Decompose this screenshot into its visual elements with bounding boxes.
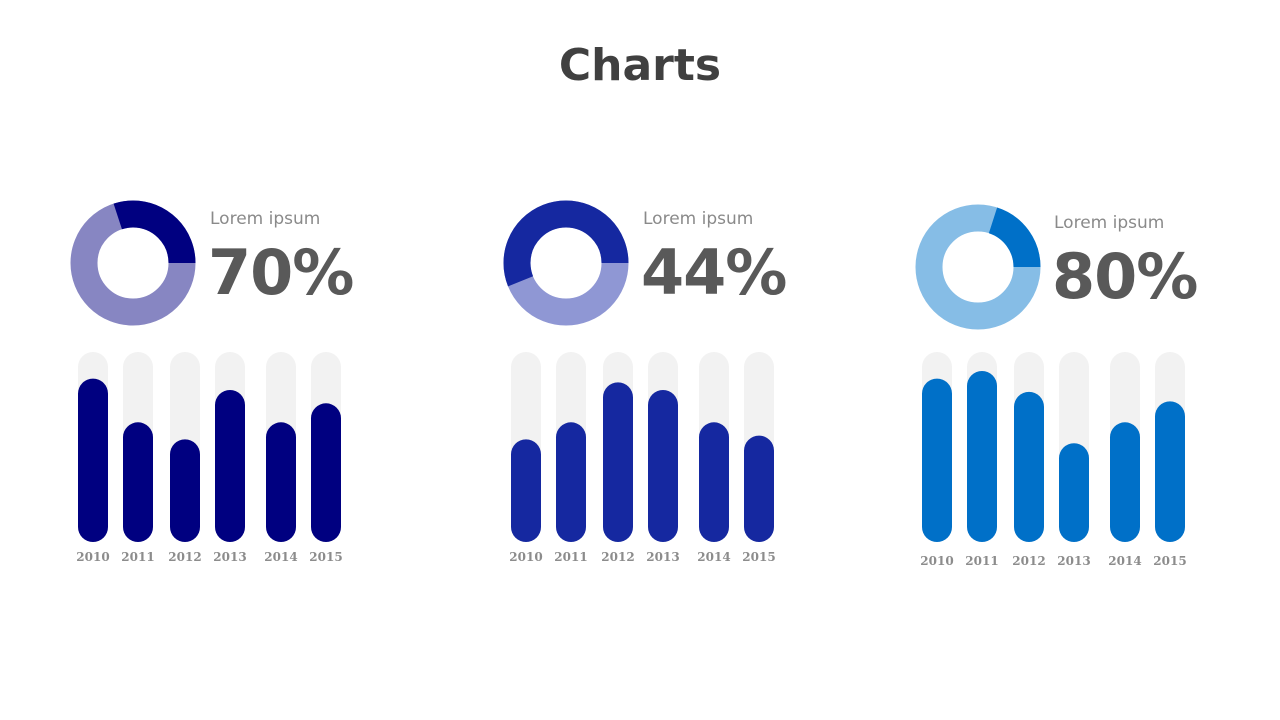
donut-chart-2	[501, 198, 631, 328]
bar-2015	[1155, 401, 1185, 542]
bar-chart-3: 2010 2011 2012 2013 2014 2015	[914, 352, 1214, 582]
bar-2013	[1059, 443, 1089, 542]
year-label-2012: 2012	[1012, 554, 1045, 568]
bars-svg: 2010 2011 2012 2013 2014 2015	[509, 352, 776, 564]
bar-2014	[266, 422, 296, 542]
bar-chart-1: 2010 2011 2012 2013 2014 2015	[70, 352, 370, 582]
bar-2011	[967, 371, 997, 542]
bar-2012	[1014, 391, 1044, 542]
year-label-2014: 2014	[264, 550, 297, 564]
page-title: Charts	[558, 40, 722, 91]
bar-2011	[556, 422, 586, 542]
donut-svg	[503, 200, 629, 326]
year-label-2013: 2013	[213, 550, 246, 564]
donut-chart-1	[68, 198, 198, 328]
donut-svg	[915, 204, 1041, 330]
bars-svg: 2010 2011 2012 2013 2014 2015	[76, 352, 343, 564]
bar-2010	[511, 439, 541, 542]
bar-2015	[744, 435, 774, 542]
bar-2012	[170, 439, 200, 542]
bar-2014	[1110, 422, 1140, 542]
year-label-2014: 2014	[1108, 554, 1141, 568]
chart-panel-3: Lorem ipsum 80% 2010 2011 2012 2013 2014 2015	[845, 0, 1225, 720]
bar-2010	[78, 378, 108, 542]
year-label-2014: 2014	[697, 550, 730, 564]
donut-value-segment	[70, 200, 196, 326]
panel-3-percent: 80%	[1052, 240, 1198, 313]
bar-2014	[699, 422, 729, 542]
bar-2010	[922, 378, 952, 542]
donut-value-segment	[915, 204, 1041, 330]
bar-2011	[123, 422, 153, 542]
donut-svg	[70, 200, 196, 326]
year-label-2010: 2010	[509, 550, 542, 564]
donut-chart-3	[913, 202, 1043, 332]
year-label-2010: 2010	[920, 554, 953, 568]
panel-1-label: Lorem ipsum	[210, 209, 321, 229]
panel-2-percent: 44%	[641, 236, 787, 309]
year-label-2013: 2013	[646, 550, 679, 564]
panel-3-label: Lorem ipsum	[1054, 213, 1165, 233]
panel-1-percent: 70%	[208, 236, 354, 309]
donut-value-segment	[503, 200, 629, 326]
year-label-2015: 2015	[742, 550, 775, 564]
year-label-2012: 2012	[168, 550, 201, 564]
year-label-2013: 2013	[1057, 554, 1090, 568]
bar-2013	[648, 390, 678, 542]
chart-panel-1: Lorem ipsum 70% 2010 2011 2012 2013 2014 2015	[0, 0, 380, 720]
bar-2013	[215, 390, 245, 542]
bars-svg: 2010 2011 2012 2013 2014 2015	[920, 352, 1187, 568]
chart-panel-2: Lorem ipsum 44% 2010 2011 2012 2013 2014 2015	[430, 0, 810, 720]
bar-2012	[603, 382, 633, 542]
year-label-2011: 2011	[121, 550, 154, 564]
year-label-2011: 2011	[965, 554, 998, 568]
bar-chart-2: 2010 2011 2012 2013 2014 2015	[503, 352, 803, 582]
year-label-2015: 2015	[1153, 554, 1186, 568]
year-label-2015: 2015	[309, 550, 342, 564]
year-label-2012: 2012	[601, 550, 634, 564]
year-label-2011: 2011	[554, 550, 587, 564]
panel-2-label: Lorem ipsum	[643, 209, 754, 229]
bar-2015	[311, 403, 341, 542]
year-label-2010: 2010	[76, 550, 109, 564]
